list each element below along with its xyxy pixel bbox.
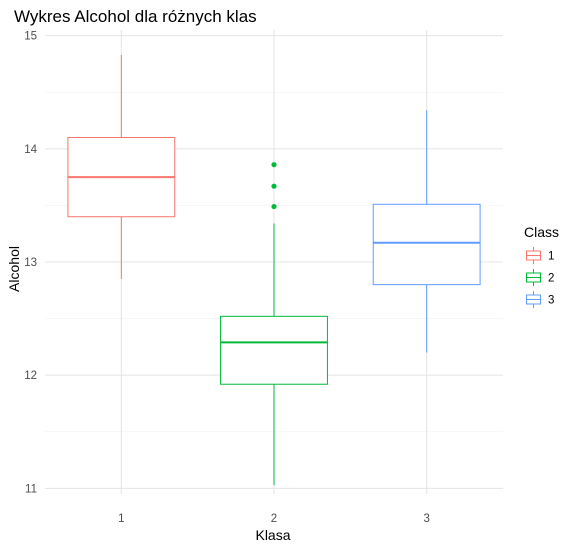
y-tick-label: 12 bbox=[24, 370, 37, 382]
x-tick-label: 1 bbox=[118, 513, 124, 525]
boxes bbox=[67, 54, 481, 485]
legend: Class 1 2 3 bbox=[524, 224, 559, 308]
box bbox=[220, 315, 328, 385]
legend-title: Class bbox=[524, 224, 559, 240]
y-axis-title: Alcohol bbox=[6, 246, 22, 292]
legend-label: 3 bbox=[548, 295, 554, 307]
legend-label: 2 bbox=[548, 273, 554, 285]
box-group-class-2 bbox=[220, 162, 328, 485]
x-tick-label: 3 bbox=[423, 513, 429, 525]
y-tick-label: 15 bbox=[24, 31, 37, 43]
box bbox=[372, 203, 481, 286]
box-group-class-1 bbox=[67, 54, 176, 279]
x-axis-title: Klasa bbox=[255, 527, 290, 543]
box-group-class-3 bbox=[372, 110, 481, 353]
legend-item-3: 3 bbox=[526, 291, 554, 308]
y-tick-label: 11 bbox=[25, 483, 37, 495]
outlier-point bbox=[271, 162, 277, 168]
legend-item-2: 2 bbox=[526, 269, 554, 286]
outlier-point bbox=[271, 183, 277, 189]
outlier-point bbox=[271, 203, 277, 210]
legend-item-1: 1 bbox=[526, 247, 554, 264]
y-tick-label: 13 bbox=[24, 257, 37, 269]
y-tick-label: 14 bbox=[24, 144, 37, 156]
legend-label: 1 bbox=[548, 251, 554, 263]
x-tick-label: 2 bbox=[271, 513, 277, 525]
chart-title: Wykres Alcohol dla różnych klas bbox=[14, 7, 257, 26]
